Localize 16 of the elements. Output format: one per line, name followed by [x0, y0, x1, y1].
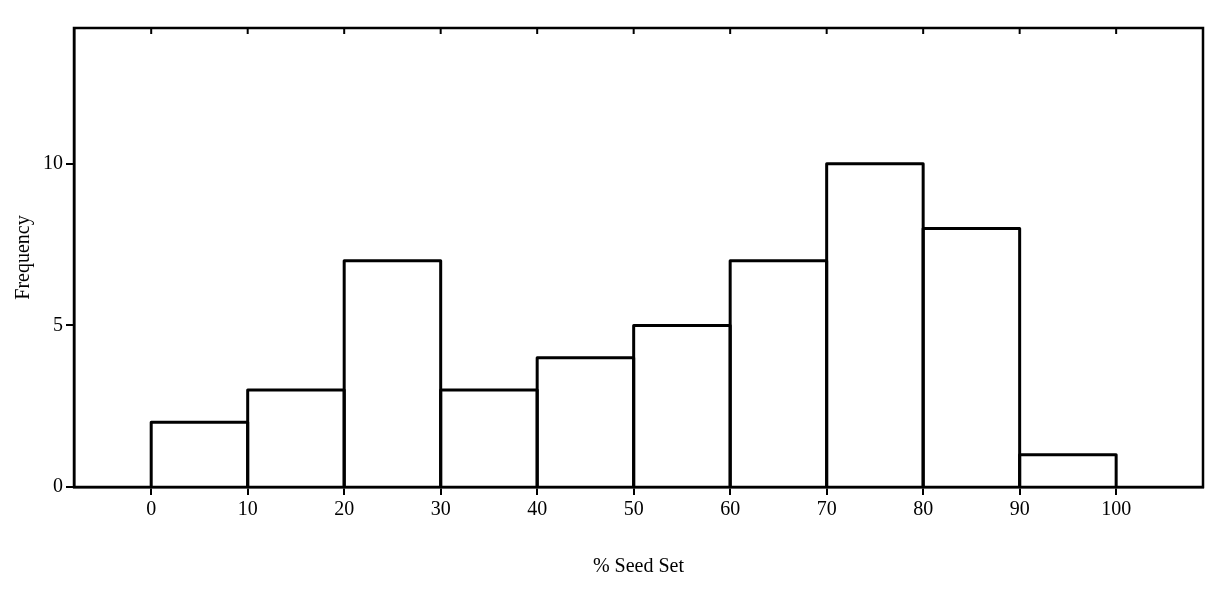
- x-tick-label: 100: [1101, 497, 1132, 520]
- x-tick-label: 10: [237, 497, 258, 520]
- x-axis-title: % Seed Set: [592, 554, 685, 577]
- x-tick-label: 20: [334, 497, 355, 520]
- x-tick-label: 60: [720, 497, 741, 520]
- y-tick-label: 0: [53, 474, 63, 497]
- y-axis-title: Frequency: [11, 215, 35, 300]
- x-tick-label: 90: [1009, 497, 1030, 520]
- x-tick-label: 50: [623, 497, 644, 520]
- x-tick-label: 30: [430, 497, 451, 520]
- y-tick-label: 10: [43, 151, 63, 174]
- x-tick-label: 0: [146, 497, 157, 520]
- x-tick-label: 80: [913, 497, 934, 520]
- y-tick-label: 5: [53, 312, 63, 335]
- x-tick-label: 40: [527, 497, 548, 520]
- x-tick-label: 70: [816, 497, 837, 520]
